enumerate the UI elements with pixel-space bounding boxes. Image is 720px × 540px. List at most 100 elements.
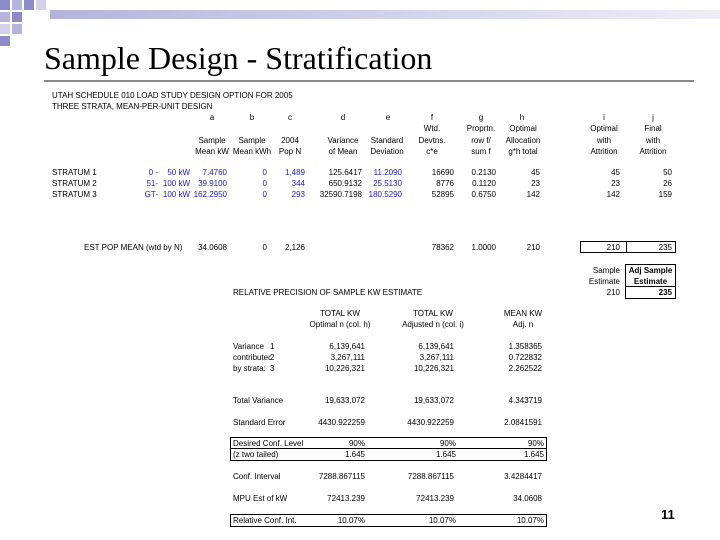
stratum-2-hi: 100 kW (162, 179, 190, 188)
stratum-2-e: 25.5130 (373, 179, 402, 188)
std-error-label: Standard Error (233, 418, 286, 427)
precision-row-2-label: contributed (233, 353, 271, 362)
stratum-1-i: 45 (611, 168, 620, 177)
p-col3-h1: MEAN KW (503, 309, 543, 318)
decor-square (36, 0, 46, 10)
stratum-1-g: 0.2130 (471, 168, 496, 177)
precision-row-1-v2: 6,139,641 (418, 342, 454, 351)
stratum-1-d: 125.6417 (328, 168, 362, 177)
precision-row-2-v1: 3,267,111 (330, 353, 365, 362)
precision-row-3-v3: 2.262522 (508, 364, 542, 373)
hdr-d3: of Mean (328, 147, 358, 156)
sheet-heading: UTAH SCHEDULE 010 LOAD STUDY DESIGN OPTI… (52, 91, 293, 100)
slide-title: Sample Design - Stratification (44, 40, 433, 76)
stratum-2-f: 8776 (436, 179, 454, 188)
precision-row-3-v1: 10,226,321 (324, 364, 365, 373)
hdr-j3: Attrition (639, 147, 667, 156)
precision-row-3-num: 3 (270, 364, 275, 373)
est-h: 210 (526, 243, 540, 252)
est-c: 2,126 (284, 243, 305, 252)
precision-row-1-v3: 1.358365 (508, 342, 542, 351)
stratum-3-lo: GT- (144, 190, 158, 199)
stratum-3-f: 52895 (431, 190, 454, 199)
est-f: 78362 (431, 243, 454, 252)
std-error-v1: 4430.922259 (318, 418, 365, 427)
est-j-box (626, 241, 676, 253)
p-col2-h1: TOTAL KW (413, 309, 453, 318)
hdr-c2: 2004 (281, 136, 299, 145)
precision-row-3-label: by strata: (233, 364, 266, 373)
hdr-d2: Variance (327, 136, 359, 145)
col-letter-b: b (249, 113, 255, 122)
z-value-v2: 1.645 (435, 450, 456, 459)
decor-square (0, 36, 10, 46)
col-letter-d: d (340, 113, 346, 122)
stratum-2-a: 39.9100 (198, 179, 227, 188)
est-i: 210 (606, 243, 620, 252)
rel-conf-v1: 10.07% (337, 516, 365, 525)
total-variance-v1: 19,633,072 (324, 396, 365, 405)
conf-level-box (230, 437, 547, 461)
decor-square (0, 0, 10, 10)
hdr-j2: with (645, 136, 661, 145)
precision-row-2-num: 2 (270, 353, 275, 362)
stratum-1-c: 1,489 (284, 168, 305, 177)
total-variance-v3: 4.343719 (508, 396, 542, 405)
hdr-h1: Optimal (509, 124, 537, 133)
conf-level-v3: 90% (527, 439, 544, 448)
hdr-a3: Mean kW (195, 147, 229, 156)
col-letter-g: g (478, 113, 484, 122)
stratum-1-lo: 0 - (148, 168, 158, 177)
stratum-3-g: 0.6750 (471, 190, 496, 199)
hdr-g3: sum f (471, 147, 491, 156)
precision-row-1-num: 1 (270, 342, 275, 351)
sheet-subheading: THREE STRATA, MEAN-PER-UNIT DESIGN (52, 102, 213, 111)
adj-sample-label: Adj Sample (628, 266, 673, 275)
p-col1-h1: TOTAL KW (320, 309, 360, 318)
stratum-2-c: 344 (291, 179, 305, 188)
rel-conf-box (230, 514, 547, 527)
stratum-2-g: 0.1120 (472, 179, 496, 188)
est-label: EST POP MEAN (wtd by N) (84, 243, 183, 252)
mpu-v2: 72413.239 (416, 494, 454, 503)
est-g: 1.0000 (471, 243, 496, 252)
stratum-1-a: 7.4760 (202, 168, 227, 177)
mpu-label: MPU Est of kW (233, 494, 288, 503)
precision-row-2-v3: 0.722832 (508, 353, 542, 362)
stratum-2-b: 0 (262, 179, 267, 188)
stratum-1-j: 50 (663, 168, 672, 177)
precision-title: RELATIVE PRECISION OF SAMPLE KW ESTIMATE (233, 288, 423, 297)
col-letter-j: j (652, 113, 654, 122)
conf-interval-v1: 7288.867115 (318, 472, 365, 481)
conf-level-v2: 90% (439, 439, 456, 448)
title-underline (44, 80, 694, 82)
decor-square (12, 0, 22, 10)
stratum-1-name: STRATUM 1 (52, 168, 97, 177)
stratum-3-b: 0 (262, 190, 267, 199)
col-letter-c: c (288, 113, 292, 122)
conf-interval-v2: 7288.867115 (407, 472, 454, 481)
z-value-v1: 1.645 (344, 450, 365, 459)
conf-interval-v3: 3.4284417 (504, 472, 542, 481)
hdr-f2: Devtns. (418, 136, 446, 145)
hdr-h3: g*h total (508, 147, 538, 156)
col-letter-i: i (603, 113, 605, 122)
hdr-e3: Deviation (370, 147, 404, 156)
stratum-3-hi: 100 kW (162, 190, 190, 199)
hdr-f3: c*e (426, 147, 438, 156)
stratum-3-d: 32590.7198 (319, 190, 362, 199)
decor-square (24, 0, 34, 10)
stratum-2-j: 26 (663, 179, 672, 188)
stratum-3-j: 159 (658, 190, 672, 199)
precision-row-3-v2: 10,226,321 (413, 364, 454, 373)
std-error-v3: 2.0841591 (504, 418, 542, 427)
decor-square (12, 24, 22, 34)
hdr-g1: Proprtn. (466, 124, 496, 133)
stratum-3-e: 180.5290 (368, 190, 402, 199)
stratum-2-i: 23 (611, 179, 620, 188)
precision-row-1-label: Variance (233, 342, 264, 351)
stratum-3-name: STRATUM 3 (52, 190, 97, 199)
stratum-3-h: 142 (526, 190, 540, 199)
estimate-label: Estimate (588, 277, 620, 286)
rel-conf-v2: 10.07% (428, 516, 456, 525)
